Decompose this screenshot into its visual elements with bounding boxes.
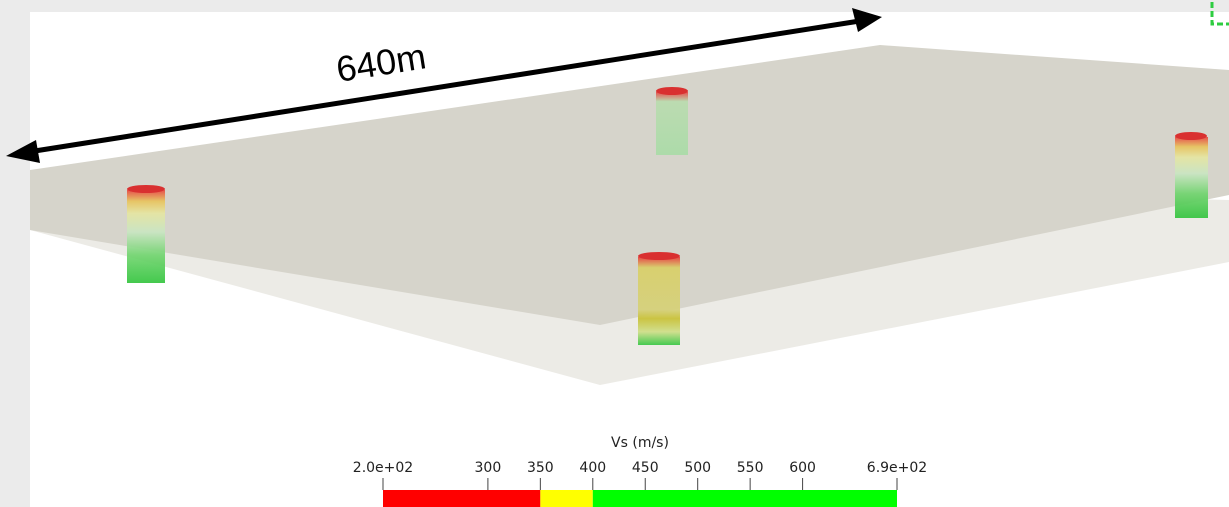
borehole xyxy=(656,87,688,155)
borehole xyxy=(1175,132,1208,218)
colorbar-title: Vs (m/s) xyxy=(611,435,669,451)
borehole xyxy=(127,185,165,283)
colorbar-tick-label: 400 xyxy=(579,460,606,476)
colorbar-tick-label: 350 xyxy=(527,460,554,476)
colorbar-tick-label: 2.0e+02 xyxy=(353,460,413,476)
colorbar-tick-label: 6.9e+02 xyxy=(867,460,927,476)
colorbar-tick-label: 450 xyxy=(632,460,659,476)
colorbar-tick-label: 500 xyxy=(684,460,711,476)
borehole xyxy=(638,252,680,345)
colorbar-segment xyxy=(383,490,540,507)
colorbar-tick-label: 600 xyxy=(789,460,816,476)
viewport: 640m Vs (m/s) 2.0e+023003504004505005506… xyxy=(0,0,1229,507)
colorbar-segment xyxy=(540,490,592,507)
colorbar-tick-label: 300 xyxy=(475,460,502,476)
colorbar-segment xyxy=(593,490,897,507)
colorbar-tick-label: 550 xyxy=(737,460,764,476)
